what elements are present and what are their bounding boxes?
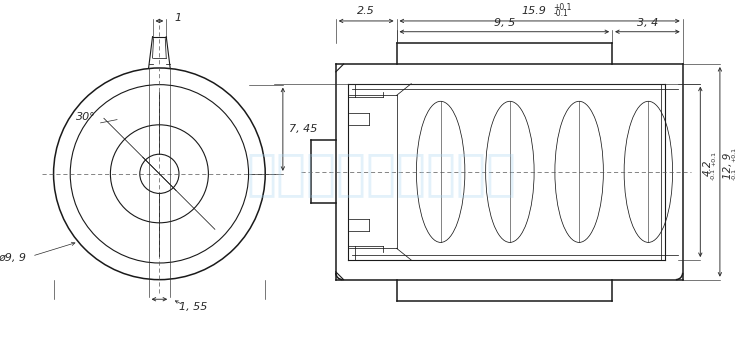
Text: 3, 4: 3, 4 [637,18,658,28]
Text: +0.1: +0.1 [711,151,716,166]
Text: -0.1: -0.1 [711,168,716,180]
Text: -0.1: -0.1 [554,9,568,18]
Text: +0.1: +0.1 [554,3,572,12]
Text: +0.1: +0.1 [732,147,736,162]
Text: 温州信姆自动化科技: 温州信姆自动化科技 [247,150,517,198]
Text: -0.1: -0.1 [732,168,736,180]
Text: 7, 45: 7, 45 [289,124,317,134]
Text: ø9, 9: ø9, 9 [0,253,26,263]
Text: 4.2: 4.2 [704,160,713,176]
Text: 1, 55: 1, 55 [179,302,208,312]
Text: 15.9: 15.9 [521,6,546,16]
Text: 1: 1 [174,13,182,23]
Text: 12, 9: 12, 9 [723,153,733,179]
Text: 9, 5: 9, 5 [494,18,515,28]
Text: 2.5: 2.5 [357,6,375,16]
Text: 30°: 30° [76,112,96,122]
